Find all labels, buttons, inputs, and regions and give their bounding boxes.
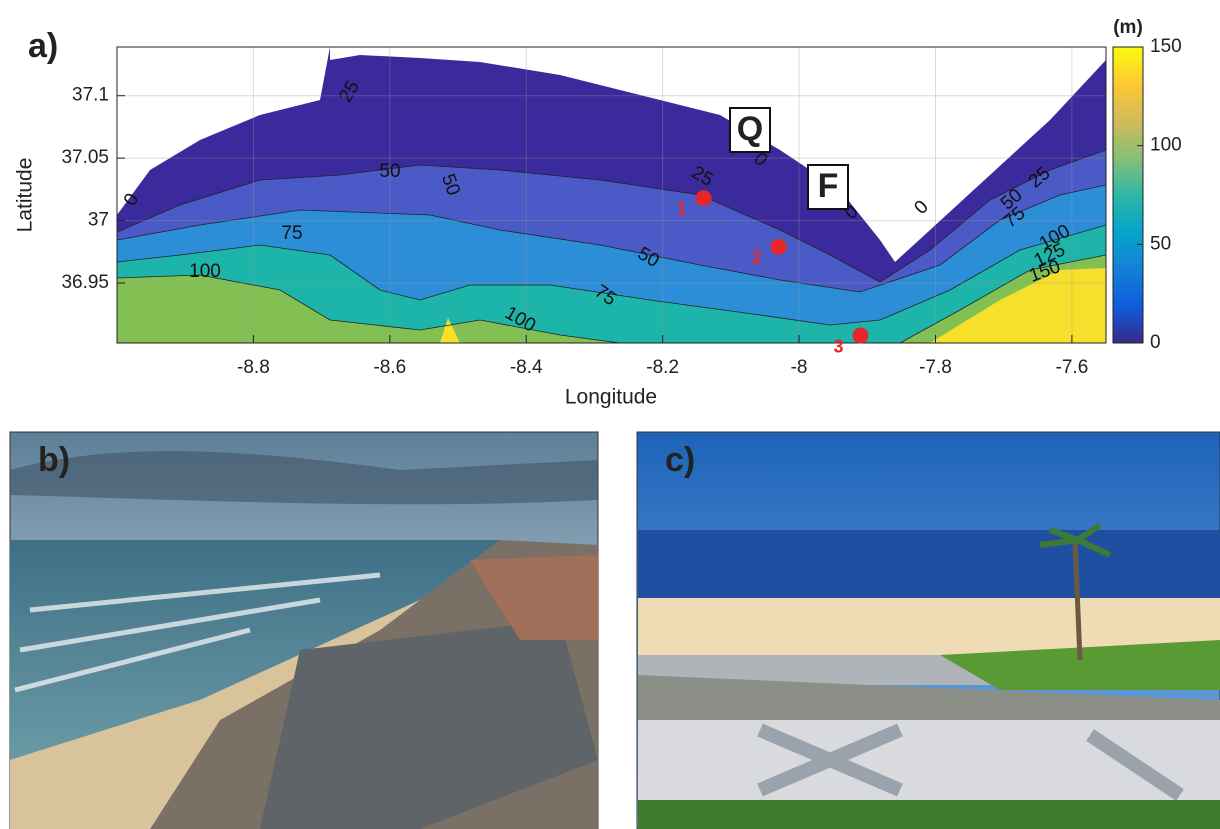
panel-label: c) bbox=[665, 441, 695, 479]
y-tick-label: 37 bbox=[88, 210, 109, 231]
x-tick-label: -8 bbox=[791, 357, 808, 378]
annotation-f: F bbox=[808, 165, 848, 209]
contour-label: 100 bbox=[189, 261, 221, 282]
annotation: F bbox=[818, 167, 839, 205]
station-point bbox=[696, 190, 712, 206]
colorbar bbox=[1113, 47, 1143, 343]
y-tick-label: 37.05 bbox=[61, 147, 109, 168]
y-tick-label: 37.1 bbox=[72, 85, 109, 106]
station-point bbox=[771, 239, 787, 255]
x-tick-label: -8.8 bbox=[237, 357, 270, 378]
panel-label: a) bbox=[28, 27, 58, 65]
photo-b: b) bbox=[10, 432, 598, 829]
annotation: Q bbox=[737, 110, 763, 148]
y-tick-label: 36.95 bbox=[61, 272, 109, 293]
colorbar-tick-label: 150 bbox=[1150, 36, 1182, 57]
contour-label: 75 bbox=[281, 223, 302, 244]
station-label: 3 bbox=[833, 336, 843, 356]
station-label: 2 bbox=[752, 248, 762, 268]
colorbar-tick-label: 0 bbox=[1150, 332, 1161, 353]
x-tick-label: -8.6 bbox=[373, 357, 406, 378]
station-label: 1 bbox=[677, 199, 687, 219]
colorbar-tick-label: 100 bbox=[1150, 135, 1182, 156]
panel-label: b) bbox=[38, 441, 70, 479]
x-tick-label: -7.6 bbox=[1056, 357, 1089, 378]
y-axis-label: Latitude bbox=[14, 158, 37, 233]
station-point bbox=[852, 328, 868, 344]
x-tick-label: -7.8 bbox=[919, 357, 952, 378]
photo-c: c) bbox=[637, 432, 1220, 829]
colorbar-title: (m) bbox=[1113, 17, 1143, 38]
page: {"chart_data":{"type":"contour","panel_l… bbox=[0, 0, 1220, 829]
x-tick-label: -8.2 bbox=[646, 357, 679, 378]
x-axis-label: Longitude bbox=[565, 386, 657, 409]
annotation-q: Q bbox=[730, 108, 770, 152]
figure: 255050257510050751005025751001251500000 … bbox=[0, 0, 1220, 829]
x-tick-label: -8.4 bbox=[510, 357, 543, 378]
colorbar-tick-label: 50 bbox=[1150, 233, 1171, 254]
